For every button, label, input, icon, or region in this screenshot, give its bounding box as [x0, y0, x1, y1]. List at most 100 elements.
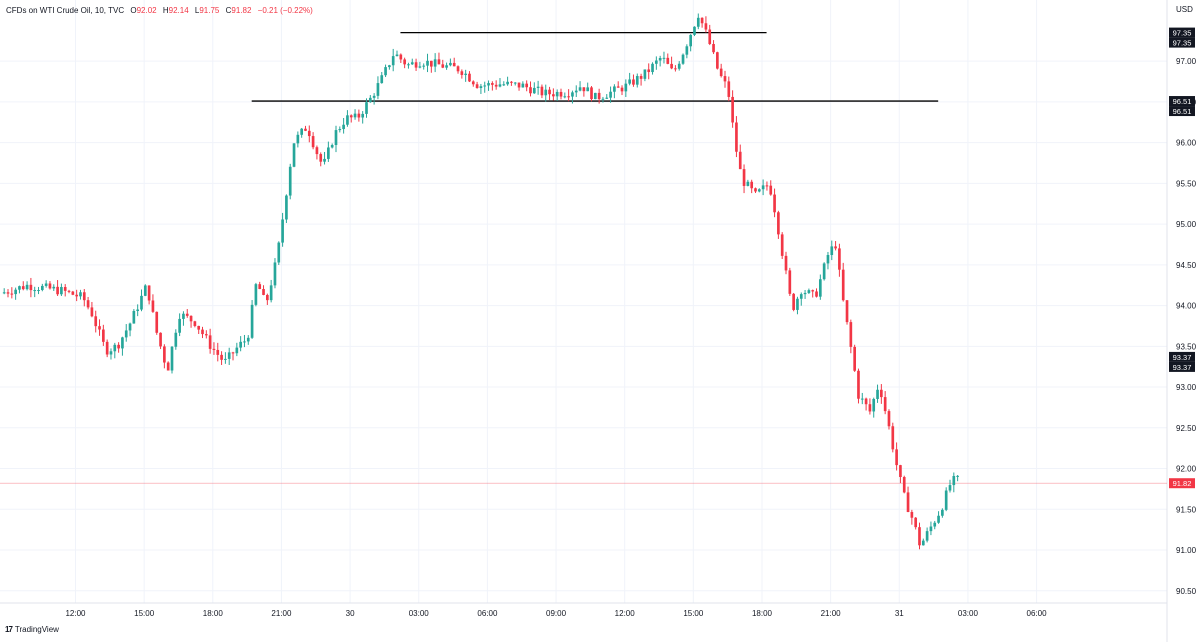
time-tick-label: 03:00 [958, 609, 979, 618]
drawn-horizontal-lines[interactable] [251, 31, 939, 102]
candle [628, 72, 631, 86]
candle [712, 40, 715, 55]
candle [750, 179, 754, 194]
candle [479, 83, 483, 94]
candle [639, 73, 643, 86]
candle [857, 368, 860, 404]
candle [540, 84, 544, 99]
candle [319, 152, 323, 167]
candle [464, 69, 467, 82]
candle [620, 85, 624, 96]
svg-text:96.51: 96.51 [1173, 107, 1192, 116]
candle [94, 310, 98, 333]
candle [25, 281, 29, 291]
candle [716, 51, 719, 70]
candle [693, 26, 696, 37]
candle [723, 70, 727, 88]
time-tick-label: 21:00 [821, 609, 842, 618]
candle [429, 60, 433, 73]
candle [929, 521, 933, 536]
branding[interactable]: 17 TradingView [5, 625, 59, 634]
candle [777, 210, 780, 239]
candle [548, 86, 551, 101]
candle [14, 287, 17, 300]
candle [48, 281, 52, 290]
price-axis[interactable]: USD 97.0096.5096.0095.5095.0094.5094.009… [1176, 5, 1197, 596]
candle [384, 64, 387, 78]
candle [273, 258, 277, 289]
candle [63, 284, 67, 297]
candle [82, 289, 86, 307]
chart-legend: CFDs on WTI Crude Oil, 10, TVC O92.02 H9… [6, 6, 313, 15]
price-axis-label: 97.35 [1169, 27, 1195, 38]
current-price-label: 91.82 [1169, 478, 1195, 489]
candle [246, 335, 250, 345]
candle [269, 279, 273, 303]
candle [102, 324, 105, 346]
candle [159, 332, 162, 350]
change-value: −0.21 (−0.22%) [257, 6, 313, 15]
svg-text:93.37: 93.37 [1173, 353, 1192, 362]
candle [346, 110, 349, 127]
candle [250, 300, 254, 339]
candle [899, 464, 902, 484]
time-tick-label: 30 [346, 609, 355, 618]
svg-text:91.82: 91.82 [1173, 479, 1192, 488]
candle [674, 65, 677, 72]
tradingview-logo-icon: 17 [5, 625, 13, 634]
candle [525, 80, 529, 92]
time-axis[interactable]: 12:00 15:00 18:00 21:00 30 03:00 06:00 09:00 12:… [65, 609, 1047, 618]
candle [769, 180, 773, 196]
candle [918, 522, 921, 550]
candle [189, 315, 193, 328]
candle [155, 311, 159, 335]
candle [590, 86, 593, 102]
candle [368, 95, 372, 103]
price-tick-label: 90.50 [1176, 587, 1197, 596]
candle [841, 262, 845, 302]
candle [403, 57, 406, 69]
time-tick-label: 03:00 [409, 609, 430, 618]
candle [696, 13, 700, 30]
candle [826, 251, 830, 270]
candle [757, 188, 761, 193]
candle [849, 319, 853, 354]
candle [559, 88, 563, 100]
svg-text:96.51: 96.51 [1173, 97, 1192, 106]
candle [79, 289, 82, 300]
candle [414, 58, 418, 71]
svg-text:97.35: 97.35 [1173, 39, 1192, 48]
candle [471, 80, 475, 87]
price-tick-label: 93.00 [1176, 383, 1197, 392]
candle [567, 89, 570, 102]
candle [555, 89, 559, 101]
candle [113, 342, 117, 359]
candle [563, 92, 567, 99]
candle [460, 69, 464, 79]
candle [98, 319, 101, 336]
candle [151, 294, 155, 313]
candle [902, 475, 906, 494]
candle [44, 280, 48, 288]
chart-grid [0, 0, 1167, 603]
candle [2, 288, 6, 295]
candle [147, 285, 151, 305]
candle [307, 125, 311, 143]
candle [876, 384, 879, 403]
candle [773, 188, 776, 218]
candle [822, 262, 826, 281]
candle [529, 81, 532, 97]
candle [643, 69, 647, 82]
candle [689, 34, 693, 52]
price-tick-label: 92.50 [1176, 424, 1197, 433]
candle [391, 48, 395, 72]
price-tick-label: 91.00 [1176, 546, 1197, 555]
price-tick-label: 91.50 [1176, 505, 1197, 514]
candle [483, 81, 487, 93]
candle [143, 284, 147, 297]
candle [792, 292, 795, 312]
candle [285, 194, 288, 224]
candle [742, 164, 746, 194]
candle [71, 290, 75, 296]
